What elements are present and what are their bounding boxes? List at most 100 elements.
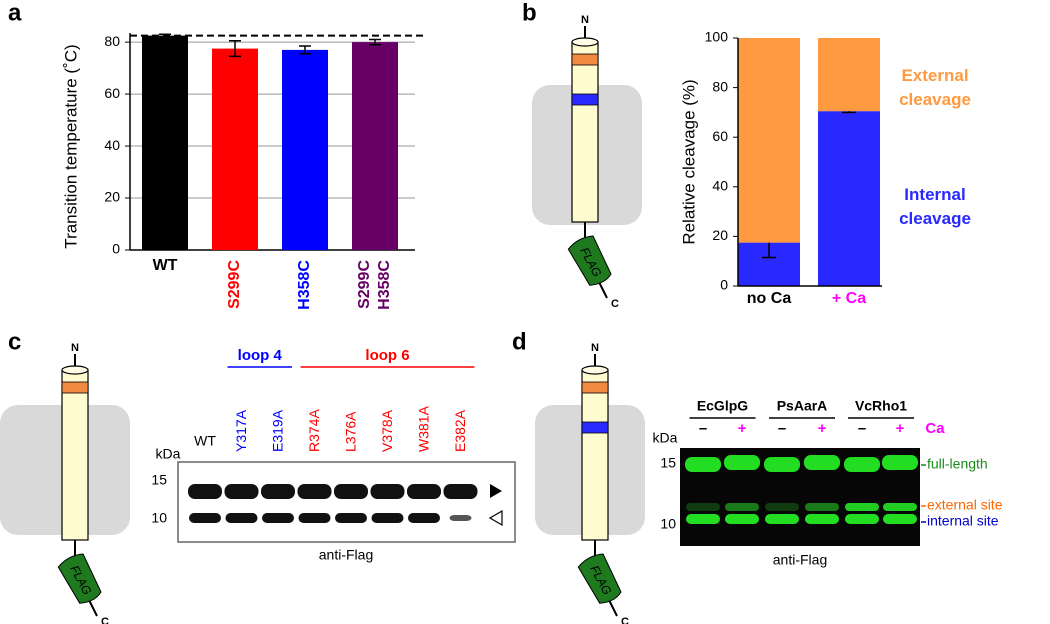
band-cleaved — [262, 513, 294, 523]
band-full-length — [844, 457, 880, 472]
c-tail — [74, 540, 98, 617]
band-full-length — [261, 484, 295, 499]
band-external — [845, 503, 879, 511]
band-cleaved — [408, 513, 440, 523]
band-full-length — [297, 484, 332, 499]
band-cleaved — [371, 513, 404, 523]
y-axis-label: Relative cleavage (%) — [679, 79, 698, 244]
x-tick-label: WT — [153, 257, 178, 274]
n-terminus-label: N — [71, 342, 79, 354]
full-length-arrow — [490, 484, 502, 498]
band-external — [725, 503, 759, 511]
error-bar — [299, 45, 311, 55]
lane-label: V378A — [379, 409, 395, 452]
c-tail — [584, 222, 608, 299]
y-tick-label: 60 — [712, 128, 728, 144]
band-label: external site — [927, 497, 1003, 513]
band-full-length — [370, 484, 405, 499]
marker-label: 15 — [660, 455, 676, 471]
bar-segment — [818, 111, 880, 286]
series-label: Internal cleavage — [899, 185, 971, 228]
bar — [352, 42, 398, 250]
band-external — [805, 503, 839, 511]
lane-label: R374A — [306, 409, 322, 452]
band-internal — [805, 514, 839, 524]
x-tick-label: no Ca — [747, 290, 792, 307]
band-full-length — [685, 457, 721, 472]
flag-tag: FLAG — [577, 553, 622, 604]
helix-top — [581, 365, 609, 375]
antibody-label: anti-Flag — [773, 552, 827, 568]
lane-label: + — [738, 420, 747, 437]
group-label: EcGlpG — [697, 398, 748, 414]
helix-top — [61, 365, 89, 375]
band-internal — [883, 514, 917, 524]
band-cleaved — [189, 513, 221, 523]
band-external — [686, 503, 720, 511]
series-label: External cleavage — [899, 66, 971, 109]
group-label: PsAarA — [777, 398, 828, 414]
bar — [212, 48, 258, 250]
unit-label: kDa — [653, 430, 678, 446]
flag-tag: FLAG — [567, 235, 612, 286]
y-tick-label: 0 — [720, 277, 728, 293]
band-internal — [686, 514, 720, 524]
lane-label: Y317A — [233, 409, 249, 452]
c-terminus-label: C — [101, 616, 109, 624]
band-label: internal site — [927, 513, 999, 529]
n-terminus-label: N — [581, 14, 589, 26]
c-terminus-label: C — [611, 298, 619, 310]
band-full-length — [804, 455, 840, 470]
x-tick-label: S299C H358C — [356, 260, 393, 310]
x-tick-label: H358C — [296, 260, 313, 310]
x-tick-label: + Ca — [832, 290, 866, 307]
band-full-length — [443, 484, 478, 499]
y-tick-label: 80 — [712, 78, 728, 94]
marker-label: 10 — [660, 516, 676, 532]
y-tick-label: 100 — [705, 29, 729, 45]
error-bar — [229, 40, 241, 58]
band-full-length — [724, 455, 760, 470]
lane-label: E319A — [270, 409, 286, 452]
y-tick-label: 40 — [104, 137, 120, 153]
band-external — [883, 503, 917, 511]
flag-shape — [567, 235, 612, 286]
panel-label: a — [8, 0, 22, 26]
lane-label: – — [699, 420, 707, 437]
c-tail — [594, 540, 618, 617]
band-cleaved — [225, 513, 258, 523]
flag-tag: FLAG — [57, 553, 102, 604]
lane-label: W381A — [416, 405, 432, 452]
helix — [581, 369, 609, 541]
y-tick-label: 0 — [112, 241, 120, 257]
cleaved-arrow — [488, 509, 503, 527]
lane-label: – — [858, 420, 866, 437]
y-tick-label: 80 — [104, 33, 120, 49]
band-cleaved — [449, 515, 472, 521]
y-axis-label: Transition temperature (˚C) — [61, 44, 80, 248]
band-external — [765, 503, 799, 511]
helix-top — [571, 37, 599, 47]
x-tick-label: S299C — [226, 260, 243, 309]
panel-label: c — [8, 328, 21, 355]
helix — [571, 41, 599, 223]
band-full-length — [764, 457, 800, 472]
band-internal — [725, 514, 759, 524]
band-cleaved — [298, 513, 331, 523]
antibody-label: anti-Flag — [319, 547, 373, 563]
group-label: VcRho1 — [855, 398, 907, 414]
bar — [282, 49, 328, 251]
lane-label: + — [818, 420, 827, 437]
band-internal — [765, 514, 799, 524]
band-full-length — [407, 484, 441, 499]
marker-label: 10 — [151, 510, 167, 526]
orange-band — [61, 381, 89, 394]
orange-band — [571, 53, 599, 66]
orange-band — [581, 381, 609, 394]
lane-label: + — [896, 420, 905, 437]
condition-label: Ca — [925, 420, 945, 437]
y-tick-label: 40 — [712, 178, 728, 194]
band-label: full-length — [927, 456, 988, 472]
